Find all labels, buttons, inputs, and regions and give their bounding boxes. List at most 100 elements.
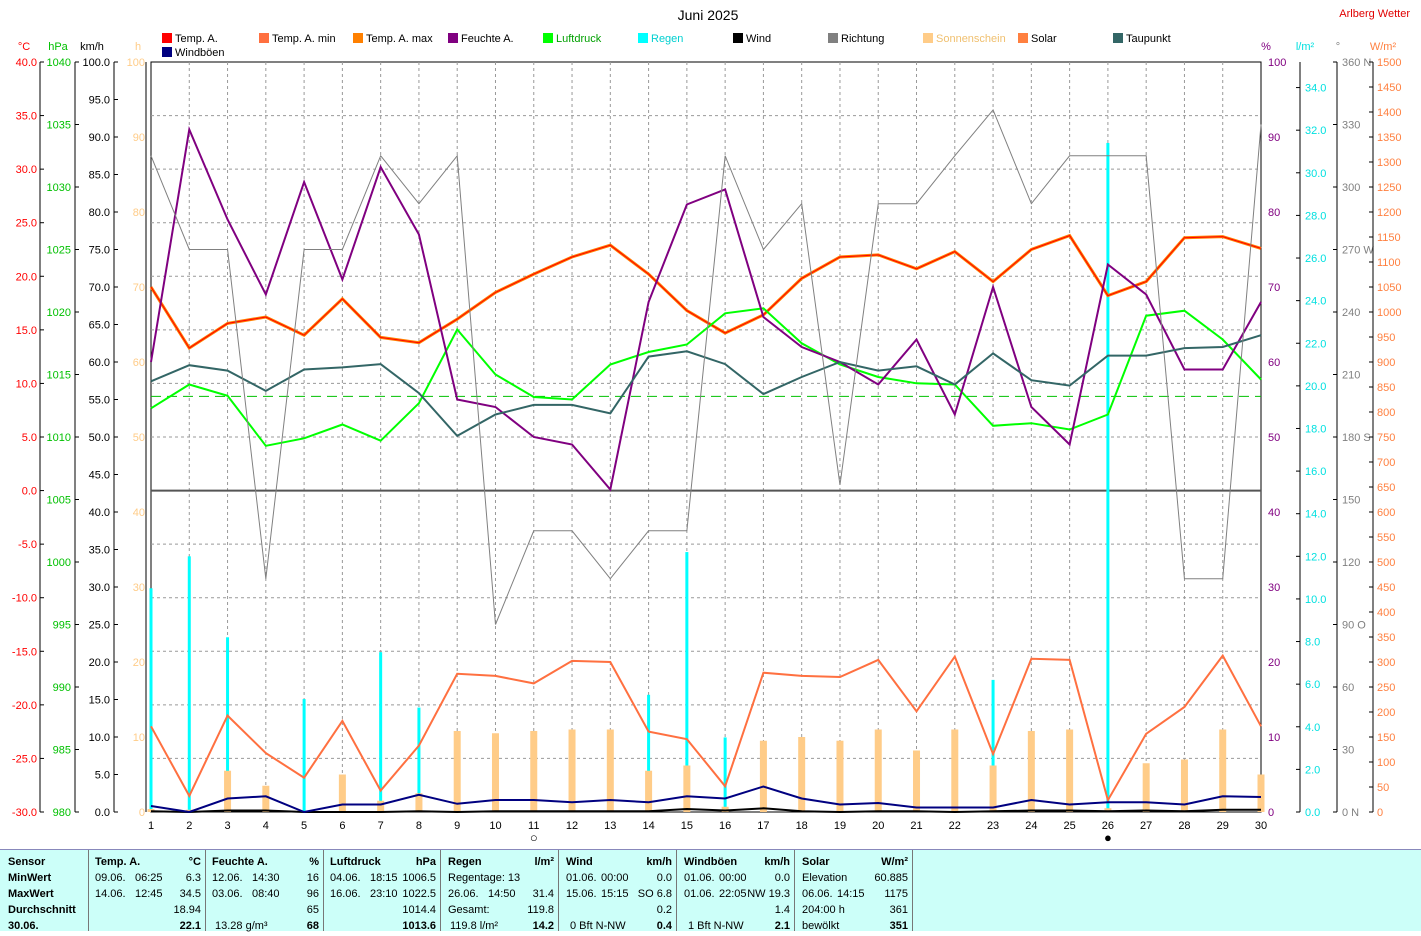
legend-swatch <box>162 47 172 57</box>
axis-tick-rain_lm2: 20.0 <box>1305 381 1326 393</box>
x-tick-label: 10 <box>489 820 501 832</box>
rain-days: Regentage: 13 <box>448 872 521 884</box>
axis-tick-rain_lm2: 16.0 <box>1305 466 1326 478</box>
axis-tick-sunshine_h: 70 <box>133 282 145 294</box>
axis-unit-humidity_pct: % <box>1261 41 1271 53</box>
axis-tick-wind_kmh: 80.0 <box>89 207 110 219</box>
x-tick-label: 9 <box>454 820 460 832</box>
temp-max-time: 12:45 <box>135 888 163 900</box>
temp-min-value: 6.3 <box>185 872 201 884</box>
axis-tick-sunshine_h: 40 <box>133 507 145 519</box>
bar-sonnenschein <box>415 793 423 812</box>
axis-tick-sunshine_h: 60 <box>133 357 145 369</box>
summary-rain: Regen l/m² Regentage: 13 26.06. 14:50 31.4… <box>440 850 559 932</box>
bar-sonnenschein <box>147 809 155 812</box>
axis-tick-wind_kmh: 10.0 <box>89 732 110 744</box>
axis-tick-wind_kmh: 65.0 <box>89 320 110 332</box>
legend-label: Solar <box>1031 33 1057 45</box>
axis-tick-solar_wm2: 1200 <box>1377 207 1401 219</box>
axis-tick-temp_c: 15.0 <box>16 325 37 337</box>
axis-tick-solar_wm2: 1250 <box>1377 182 1401 194</box>
bar-regen <box>723 737 727 812</box>
temp-max-date: 14.06. <box>95 888 126 900</box>
axis-tick-temp_c: 5.0 <box>22 432 37 444</box>
x-tick-label: 28 <box>1178 820 1190 832</box>
temp-unit: °C <box>188 856 201 868</box>
axis-tick-wind_kmh: 95.0 <box>89 95 110 107</box>
legend-swatch <box>923 33 933 43</box>
solar-elevation-label: Elevation <box>802 872 848 884</box>
axis-tick-temp_c: -10.0 <box>12 593 37 605</box>
row-label-min: MinWert <box>8 872 52 884</box>
axis-tick-direction_deg: 90 O <box>1342 620 1366 632</box>
x-tick-label: 4 <box>263 820 269 832</box>
temp-min-date: 09.06. <box>95 872 126 884</box>
axis-tick-temp_c: -5.0 <box>18 539 37 551</box>
axis-tick-solar_wm2: 200 <box>1377 707 1395 719</box>
axis-tick-rain_lm2: 18.0 <box>1305 423 1326 435</box>
axis-tick-pressure_hpa: 1020 <box>47 307 71 319</box>
axis-tick-solar_wm2: 800 <box>1377 407 1395 419</box>
axis-unit-sunshine_h: h <box>135 41 141 53</box>
bar-regen <box>379 652 383 812</box>
bar-sonnenschein <box>1257 774 1265 812</box>
axis-tick-solar_wm2: 0 <box>1377 807 1383 819</box>
row-label-date: 30.06. <box>8 920 39 932</box>
summary-wind: Wind km/h 01.06. 00:00 0.0 15.06. 15:15 SO 6… <box>558 850 677 932</box>
axis-tick-solar_wm2: 1050 <box>1377 282 1401 294</box>
legend-label: Temp. A. max <box>366 33 433 45</box>
axis-tick-solar_wm2: 600 <box>1377 507 1395 519</box>
axis-tick-humidity_pct: 100 <box>1268 57 1286 69</box>
bar-sonnenschein <box>874 729 882 812</box>
series-line-windben <box>150 785 1262 814</box>
bar-sonnenschein <box>338 774 346 812</box>
x-tick-label: 11 <box>528 820 539 832</box>
axis-tick-wind_kmh: 55.0 <box>89 395 110 407</box>
axis-tick-wind_kmh: 100.0 <box>82 57 110 69</box>
axis-tick-sunshine_h: 20 <box>133 657 145 669</box>
summary-table: Sensor MinWert MaxWert Durchschnitt 30.0… <box>0 849 1421 932</box>
gusts-max-value: NW 19.3 <box>747 888 790 900</box>
axis-unit-solar_wm2: W/m² <box>1370 41 1397 53</box>
axis-tick-wind_kmh: 25.0 <box>89 620 110 632</box>
axis-tick-rain_lm2: 2.0 <box>1305 764 1320 776</box>
x-tick-label: 13 <box>604 820 616 832</box>
summary-pressure: Luftdruck hPa 04.06. 18:15 1006.5 16.06. 23… <box>323 850 441 932</box>
wind-min-time: 00:00 <box>601 872 629 884</box>
series-line-richtung <box>150 108 1262 625</box>
axis-tick-rain_lm2: 10.0 <box>1305 594 1326 606</box>
x-tick-label: 16 <box>719 820 731 832</box>
legend-label: Windböen <box>175 47 225 59</box>
summary-solar: Solar W/m² Elevation 60.885 06.06. 14:15 11… <box>794 850 913 932</box>
bar-regen <box>226 637 230 812</box>
gusts-header: Windböen <box>684 856 738 868</box>
bar-sonnenschein <box>530 731 538 812</box>
humidity-min-date: 12.06. <box>212 872 243 884</box>
humidity-average: 65 <box>306 904 319 916</box>
legend-label: Richtung <box>841 33 884 45</box>
pressure-max-value: 1022.5 <box>402 888 436 900</box>
axis-tick-direction_deg: 300 <box>1342 182 1360 194</box>
sensor-header: Sensor <box>8 856 46 868</box>
series-line-luftdruck <box>150 307 1262 447</box>
humidity-header: Feuchte A. <box>212 856 268 868</box>
axis-tick-humidity_pct: 70 <box>1268 282 1280 294</box>
solar-max-value: 1175 <box>884 888 908 900</box>
legend-swatch <box>828 33 838 43</box>
bar-sonnenschein <box>377 800 385 812</box>
axis-tick-rain_lm2: 4.0 <box>1305 722 1320 734</box>
legend-swatch <box>1113 33 1123 43</box>
axis-tick-solar_wm2: 900 <box>1377 357 1395 369</box>
axis-tick-direction_deg: 60 <box>1342 682 1354 694</box>
pressure-unit: hPa <box>415 856 436 868</box>
axis-tick-rain_lm2: 34.0 <box>1305 83 1326 95</box>
axis-tick-pressure_hpa: 980 <box>53 807 71 819</box>
x-tick-label: 21 <box>910 820 922 832</box>
temp-header: Temp. A. <box>95 856 141 868</box>
axis-tick-pressure_hpa: 1000 <box>47 557 71 569</box>
rain-total: 119.8 <box>527 904 554 916</box>
axis-tick-solar_wm2: 400 <box>1377 607 1395 619</box>
axis-tick-direction_deg: 150 <box>1342 495 1360 507</box>
pressure-min-date: 04.06. <box>330 872 361 884</box>
bar-sonnenschein <box>1142 763 1150 812</box>
